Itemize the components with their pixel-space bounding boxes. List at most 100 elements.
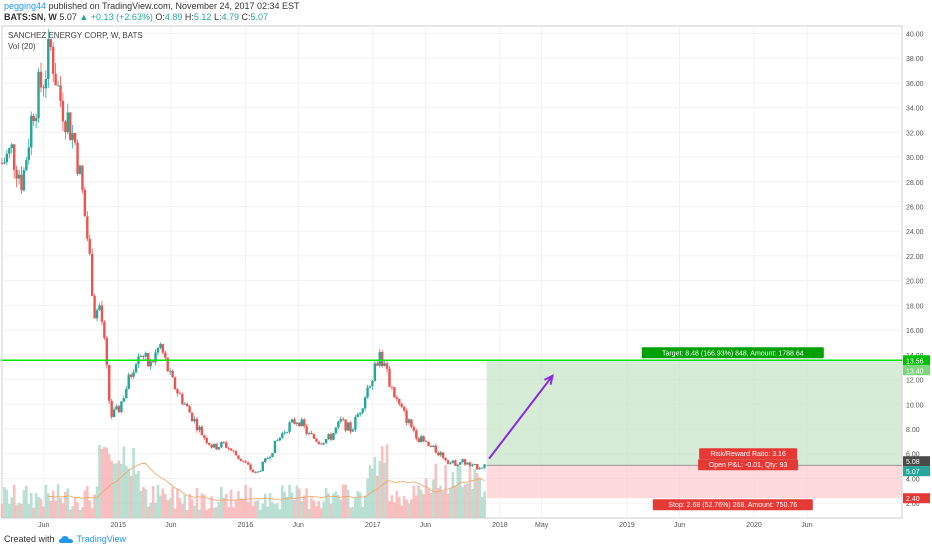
candle-body <box>371 380 374 387</box>
candle-body <box>349 422 352 432</box>
volume-bar <box>349 507 352 518</box>
candle-body <box>56 85 60 87</box>
volume-bar <box>405 499 408 518</box>
volume-bar <box>117 460 121 518</box>
volume-bar <box>337 495 340 518</box>
volume-bar <box>183 494 187 518</box>
candle-body <box>407 419 411 424</box>
volume-bar <box>424 478 428 518</box>
volume-bar <box>290 492 294 518</box>
y-tick-label: 4.00 <box>906 476 920 483</box>
volume-bar <box>305 488 308 518</box>
volume-bar <box>90 508 94 518</box>
tradingview-link[interactable]: TradingView <box>76 534 127 544</box>
volume-bar <box>249 487 252 518</box>
candle-body <box>344 419 347 431</box>
volume-bar <box>444 464 447 518</box>
volume-bar <box>259 509 262 518</box>
price-tag-bg <box>903 456 930 467</box>
volume-bar <box>432 479 435 518</box>
candle-body <box>149 361 152 367</box>
time-axis[interactable]: Jun 2015 Jun 2016 Jun 2017 Jun 2018 May 2019 Jun 20… <box>38 522 813 529</box>
candle-body <box>83 189 87 217</box>
volume-bar <box>412 485 416 518</box>
volume-bar <box>156 484 160 518</box>
candle-body <box>39 71 43 88</box>
volume-bar <box>246 502 250 518</box>
volume-bar <box>146 506 150 518</box>
candle-body <box>49 39 52 47</box>
candle-body <box>205 438 208 443</box>
volume-bar <box>161 488 165 518</box>
volume-bar <box>378 461 382 518</box>
published-text: published on TradingView.com, November 2… <box>48 1 300 11</box>
candle-body <box>69 112 72 140</box>
x-tick-label: 2020 <box>746 522 762 529</box>
volume-bar <box>237 491 240 518</box>
candle-body <box>388 368 391 387</box>
candle-body <box>244 461 247 463</box>
candle-body <box>268 456 272 459</box>
candle-body <box>190 412 194 422</box>
candle-body <box>105 337 108 365</box>
candles <box>0 28 486 474</box>
candle-body <box>285 431 289 433</box>
volume-bar <box>49 500 53 518</box>
volume-bar <box>151 486 155 518</box>
candle-body <box>198 426 201 431</box>
candle-body <box>227 447 230 449</box>
candle-body <box>220 442 223 448</box>
volume-bar <box>47 493 50 518</box>
candle-body <box>76 142 79 174</box>
candle-body <box>376 363 379 366</box>
volume-bar <box>363 495 367 518</box>
candle-body <box>217 447 221 450</box>
x-tick-label: 2017 <box>365 522 381 529</box>
price-tag-group: 2.40 <box>903 493 930 504</box>
volume-bar <box>463 484 467 518</box>
volume-bar <box>64 491 67 518</box>
candle-body <box>419 436 423 443</box>
candle-body <box>237 455 240 459</box>
volume-bar <box>317 501 321 518</box>
candle-body <box>17 174 21 179</box>
author-link[interactable]: pegging44 <box>4 1 47 11</box>
candle-body <box>334 427 338 433</box>
candle-body <box>273 440 277 454</box>
candle-body <box>34 118 38 121</box>
volume-bar <box>461 486 464 518</box>
x-tick-label: Jun <box>420 522 431 529</box>
volume-bar <box>298 488 301 518</box>
candle-body <box>183 403 186 405</box>
price-tag: 2.40 <box>906 496 920 503</box>
volume-bar <box>81 507 84 518</box>
candle-body <box>261 462 264 472</box>
candle-body <box>222 442 225 443</box>
candle-body <box>10 144 13 149</box>
volume-bar <box>234 499 238 518</box>
candle-body <box>100 305 104 322</box>
volume-bar <box>149 502 152 518</box>
volume-bar <box>76 502 79 518</box>
candle-body <box>446 460 450 464</box>
candle-body <box>361 408 364 413</box>
price-axis[interactable]: 2.004.006.008.0010.0012.0014.0016.0018.0… <box>903 31 930 508</box>
y-tick-label: 40.00 <box>906 31 924 38</box>
price-tag-bg <box>903 493 930 504</box>
volume-bar <box>22 489 26 518</box>
candle-body <box>203 435 206 439</box>
price-chart[interactable]: Target: 8.48 (166.93%) 848, Amount: 1788… <box>0 24 932 532</box>
candle-body <box>139 356 143 357</box>
volume-bar <box>205 509 209 518</box>
candle-body <box>356 414 360 418</box>
volume-bar <box>29 493 33 518</box>
candle-body <box>480 467 484 469</box>
price-change: ▲ +0.13 (+2.63%) <box>79 12 153 22</box>
volume-bar <box>17 502 21 518</box>
candle-body <box>437 452 440 456</box>
volume-bar <box>85 485 89 518</box>
volume-bar <box>95 486 99 518</box>
volume-bar <box>393 502 396 518</box>
price-tag-bg <box>903 365 930 376</box>
candle-body <box>64 121 67 133</box>
